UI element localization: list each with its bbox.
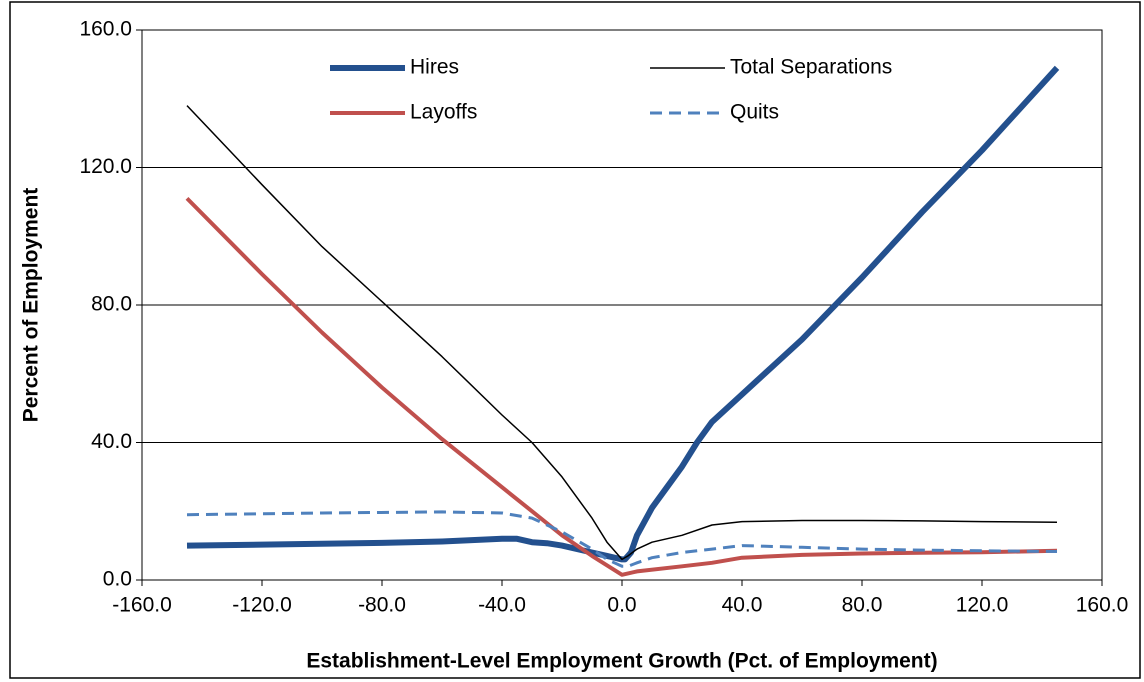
legend-label: Hires bbox=[410, 56, 459, 79]
x-tick-label: 0.0 bbox=[607, 594, 636, 617]
x-tick-label: 120.0 bbox=[956, 594, 1009, 617]
x-tick-label: -40.0 bbox=[478, 594, 526, 617]
series-line bbox=[186, 105, 1058, 561]
x-tick-label: -120.0 bbox=[232, 594, 292, 617]
legend-label: Total Separations bbox=[730, 56, 892, 79]
series-line bbox=[185, 196, 1058, 577]
legend-label: Quits bbox=[730, 101, 779, 124]
legend-label: Layoffs bbox=[410, 101, 477, 124]
y-tick-label: 160.0 bbox=[79, 18, 132, 41]
x-tick-label: -80.0 bbox=[358, 594, 406, 617]
x-axis-title: Establishment-Level Employment Growth (P… bbox=[306, 650, 937, 673]
x-tick-label: 160.0 bbox=[1076, 594, 1129, 617]
series-line bbox=[186, 510, 1058, 568]
y-tick-label: 80.0 bbox=[91, 293, 132, 316]
series-line bbox=[186, 65, 1060, 563]
frame bbox=[9, 1, 1141, 679]
y-tick-label: 120.0 bbox=[79, 155, 132, 178]
y-tick-label: 40.0 bbox=[91, 430, 132, 453]
x-tick-label: 40.0 bbox=[722, 594, 763, 617]
y-tick-label: 0.0 bbox=[103, 568, 132, 591]
x-tick-label: -160.0 bbox=[112, 594, 172, 617]
x-tick-label: 80.0 bbox=[842, 594, 883, 617]
y-axis-title: Percent of Employment bbox=[20, 188, 43, 423]
